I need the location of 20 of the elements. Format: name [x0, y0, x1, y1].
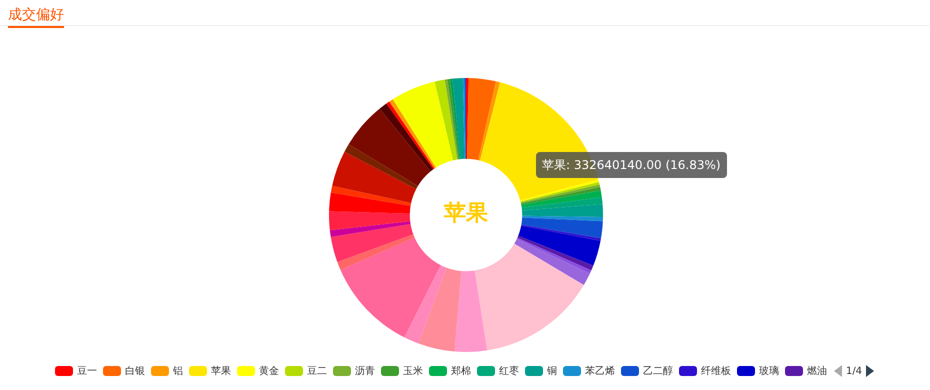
- legend-label: 玉米: [402, 364, 423, 378]
- legend-label: 黄金: [258, 364, 279, 378]
- legend-label: 铜: [546, 365, 557, 378]
- legend-label: 燃油: [806, 364, 827, 378]
- legend-label: 豆一: [76, 365, 97, 378]
- legend-label: 纤维板: [700, 364, 731, 378]
- legend-label: 红枣: [498, 364, 519, 378]
- legend-label: 苹果: [210, 364, 231, 378]
- text: 苹果: [443, 200, 489, 228]
- legend-label: 苯乙烯: [584, 364, 615, 378]
- chart-title: 成交偏好: [8, 6, 64, 28]
- text: 1/4: [846, 366, 862, 376]
- text: 苹果: 332640140.00 (16.83%): [536, 152, 727, 178]
- legend-label: 玻璃: [758, 364, 779, 378]
- legend-label: 白银: [124, 365, 145, 378]
- legend-label: 沥青: [354, 364, 375, 378]
- legend-label: 豆二: [306, 365, 327, 378]
- legend-label: 乙二醇: [642, 364, 673, 378]
- legend-label: 铝: [172, 365, 183, 378]
- legend-label: 郑棉: [450, 364, 471, 378]
